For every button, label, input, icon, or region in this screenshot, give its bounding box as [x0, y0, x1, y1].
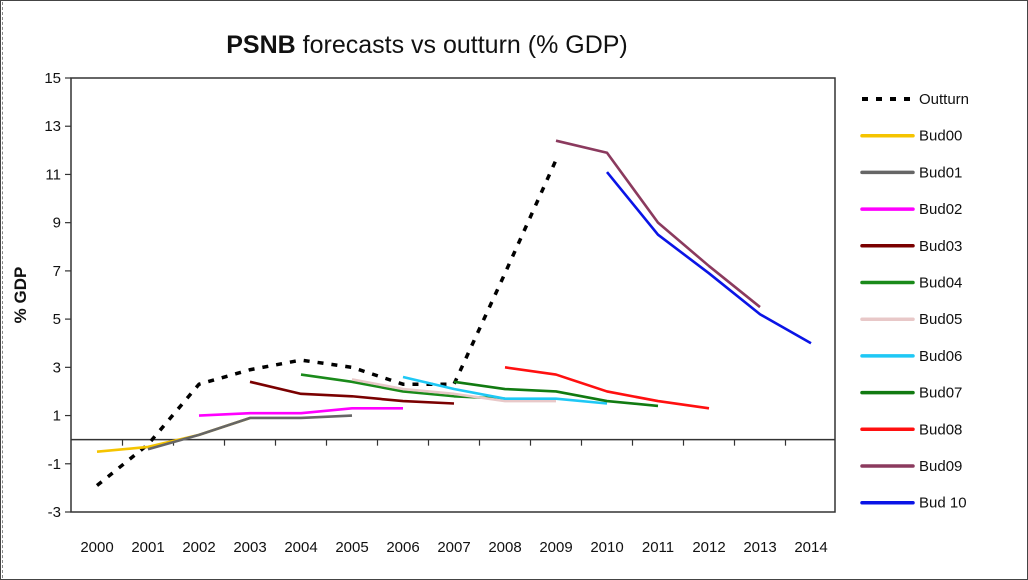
series-line-bud07 — [453, 380, 659, 408]
legend-label: Bud02 — [919, 201, 962, 218]
x-tick-label: 2010 — [590, 539, 623, 556]
x-tick-label: 2009 — [539, 539, 572, 556]
legend-label: Bud09 — [919, 458, 962, 475]
x-tick-label: 2013 — [743, 539, 776, 556]
x-tick-label: 2008 — [488, 539, 521, 556]
x-tick-label: 2014 — [794, 539, 827, 556]
series-line-bud02 — [198, 407, 403, 417]
legend-label: Bud07 — [919, 385, 962, 402]
legend: Outturn Bud00 Bud01 Bud02 Bud03 Bud04 Bud05 Bud… — [860, 91, 969, 512]
legend-label: Bud03 — [919, 238, 962, 255]
y-tick-label: 3 — [53, 359, 61, 376]
series-line-bud09 — [555, 139, 761, 309]
x-axis: 2000 2001 2002 2003 2004 2005 2006 2007 2008 2009… — [71, 438, 835, 556]
x-tick-label: 2005 — [335, 539, 368, 556]
legend-label: Bud04 — [919, 275, 962, 292]
chart-title-bold: PSNB — [226, 31, 295, 59]
legend-label: Outturn — [919, 91, 969, 108]
y-tick-label: -3 — [48, 504, 61, 521]
legend-label: Bud 10 — [919, 495, 967, 512]
y-tick-label: -1 — [48, 456, 61, 473]
chart-title: PSNB forecasts vs outturn (% GDP) — [226, 31, 628, 59]
y-tick-label: 13 — [44, 118, 61, 135]
x-tick-label: 2007 — [437, 539, 470, 556]
y-tick-label: 15 — [44, 70, 61, 87]
series-line-bud00 — [96, 416, 251, 454]
x-tick-label: 2001 — [131, 539, 164, 556]
x-tick-label: 2004 — [284, 539, 317, 556]
series-line-bud03 — [249, 380, 455, 405]
series-line-bud08 — [504, 366, 710, 410]
legend-label: Bud00 — [919, 128, 962, 145]
x-tick-label: 2011 — [642, 539, 674, 556]
x-tick-label: 2012 — [692, 539, 725, 556]
legend-label: Bud06 — [919, 348, 962, 365]
y-tick-label: 9 — [53, 215, 61, 232]
legend-label: Bud01 — [919, 164, 962, 181]
y-tick-label: 1 — [53, 408, 61, 425]
x-tick-label: 2002 — [182, 539, 215, 556]
y-tick-label: 11 — [45, 166, 61, 183]
y-tick-label: 7 — [53, 263, 61, 280]
x-tick-label: 2006 — [386, 539, 419, 556]
series-line-bud10 — [605, 171, 812, 345]
series-line-bud05 — [351, 378, 556, 403]
series-line-bud01 — [147, 414, 353, 451]
legend-label: Bud05 — [919, 311, 962, 328]
x-tick-label: 2000 — [80, 539, 113, 556]
legend-label: Bud08 — [919, 421, 962, 438]
x-tick-label: 2003 — [233, 539, 266, 556]
plot-area — [70, 77, 836, 513]
y-tick-label: 5 — [53, 311, 61, 328]
series-line-outturn — [95, 159, 558, 487]
series-line-bud06 — [402, 375, 608, 405]
series-group — [95, 139, 812, 487]
y-axis-label: % GDP — [11, 267, 30, 324]
chart-title-rest: forecasts vs outturn (% GDP) — [296, 31, 628, 59]
